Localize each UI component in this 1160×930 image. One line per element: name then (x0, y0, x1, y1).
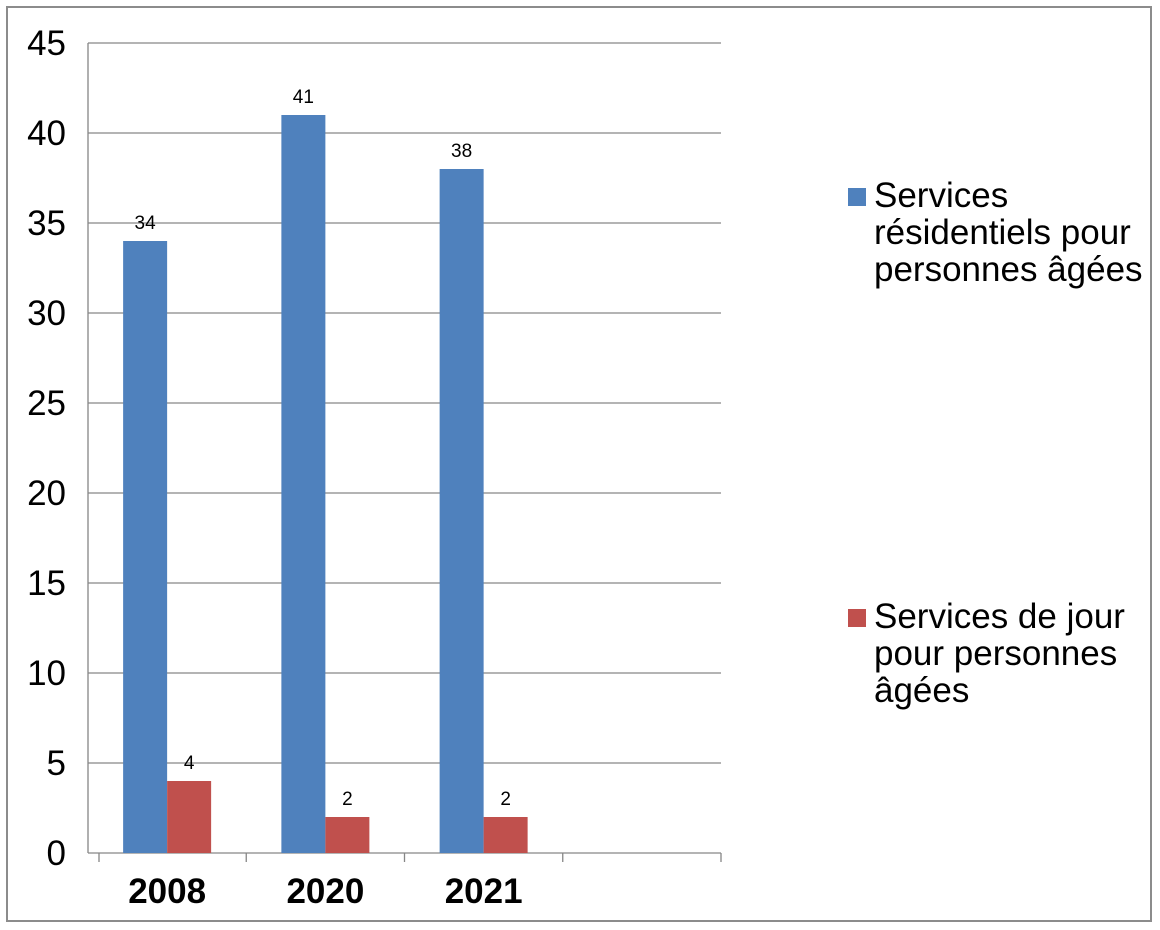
bar-residential-2021 (439, 169, 484, 853)
y-tick-label: 20 (27, 474, 66, 513)
legend-item-day: Services de jour pour personnes âgées (848, 598, 1148, 709)
x-tick-label-2008: 2008 (128, 872, 206, 911)
data-label: 41 (293, 87, 314, 108)
bar-day-2020 (325, 817, 370, 853)
data-label: 38 (451, 141, 472, 162)
legend-label-day: Services de jour pour personnes âgées (874, 597, 1125, 710)
data-labels: 34 4 41 2 38 2 (135, 87, 511, 810)
chart-frame (6, 6, 1152, 922)
y-tick-label: 5 (47, 744, 66, 783)
x-tick-label-2020: 2020 (286, 872, 364, 911)
y-tick-label: 35 (27, 204, 66, 243)
bar-residential-2008 (123, 241, 168, 853)
data-label: 4 (184, 753, 195, 774)
bar-residential-2020 (281, 115, 326, 853)
legend-swatch-day (848, 609, 866, 627)
data-label: 2 (500, 789, 511, 810)
data-label: 2 (342, 789, 353, 810)
y-tick-label: 10 (27, 654, 66, 693)
x-tick-label-2021: 2021 (445, 872, 523, 911)
y-tick-label: 15 (27, 564, 66, 603)
y-tick-label: 40 (27, 114, 66, 153)
bars (123, 115, 528, 853)
axes: 0 5 10 15 20 25 30 35 40 45 2008 2020 2021 (27, 24, 722, 911)
bar-day-2021 (483, 817, 528, 853)
legend-label-residential: Services résidentiels pour personnes âgé… (874, 176, 1143, 289)
y-tick-label: 45 (27, 24, 66, 63)
legend-swatch-residential (848, 188, 866, 206)
data-label: 34 (135, 213, 157, 234)
y-tick-label: 30 (27, 294, 66, 333)
bar-day-2008 (167, 781, 212, 853)
gridlines (88, 42, 721, 764)
y-tick-label: 25 (27, 384, 66, 423)
y-tick-label: 0 (47, 834, 66, 873)
legend-item-residential: Services résidentiels pour personnes âgé… (848, 177, 1148, 288)
